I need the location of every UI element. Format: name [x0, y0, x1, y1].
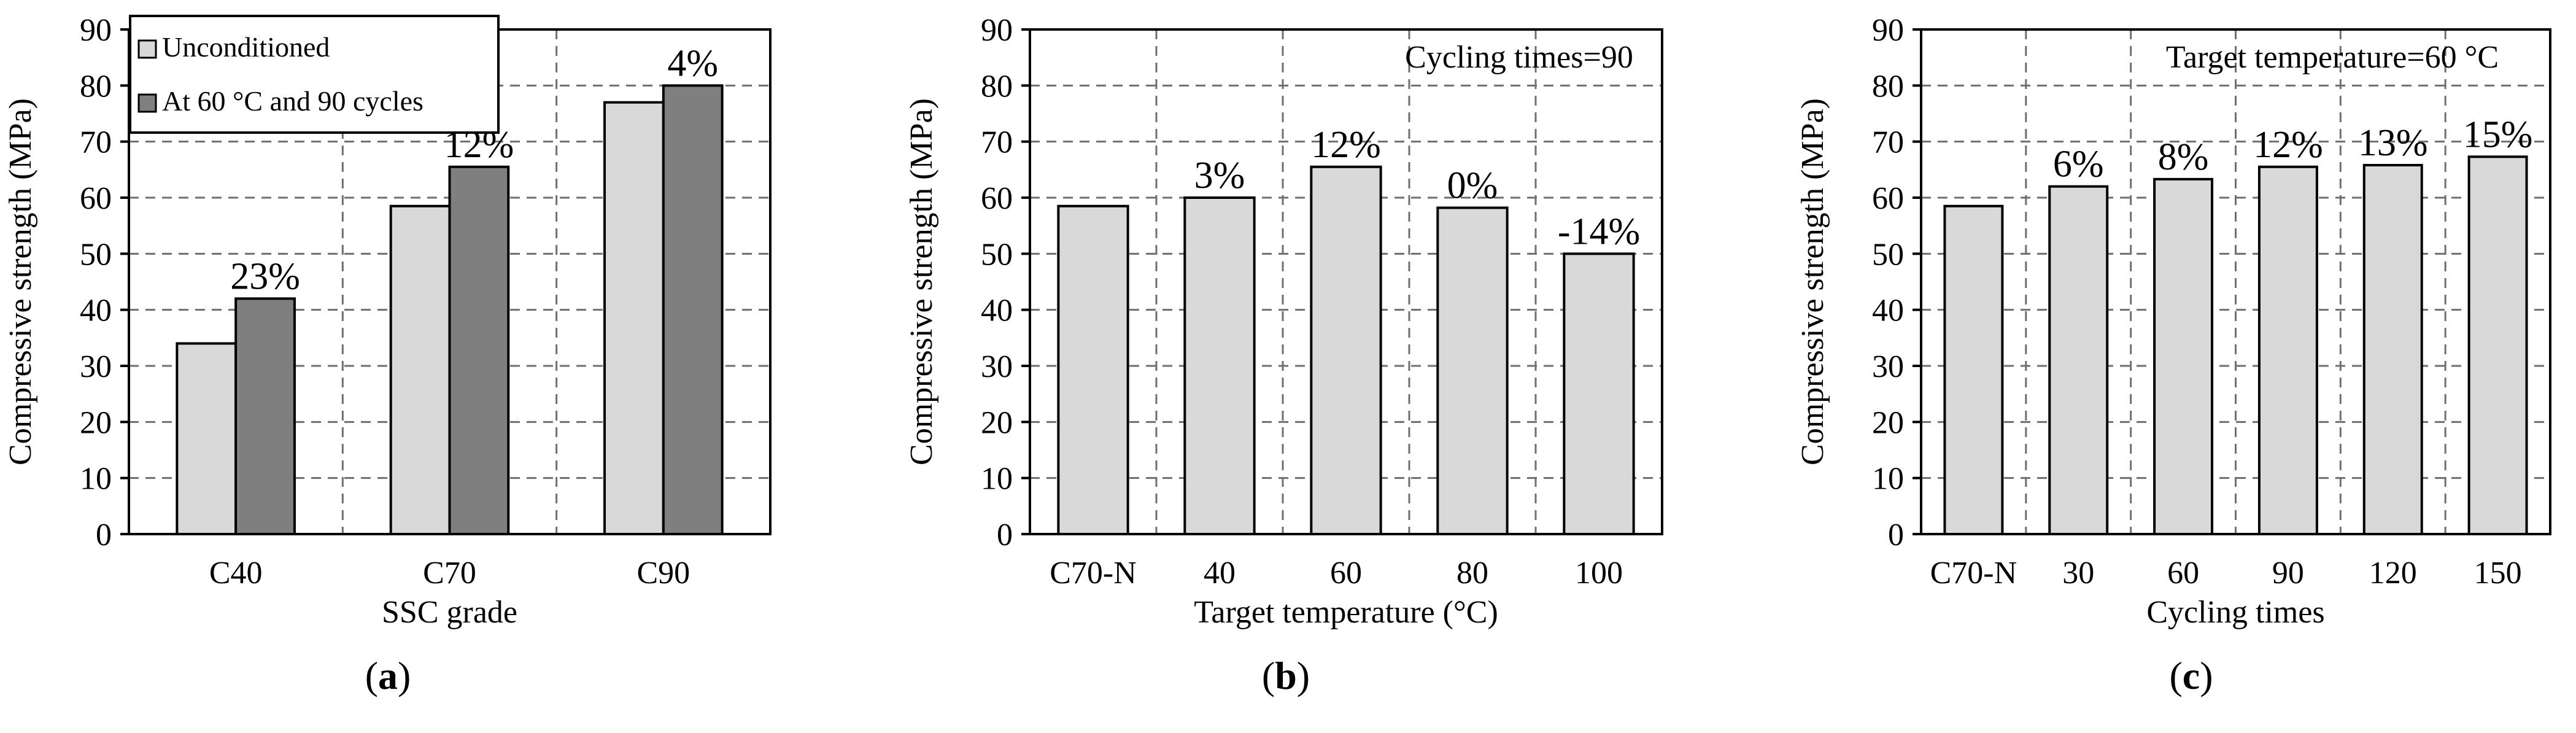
bar [2362, 164, 2423, 535]
y-tick-label: 30 [981, 349, 1013, 384]
x-tick-label: 80 [1456, 556, 1488, 591]
x-tick-label: C70 [423, 556, 476, 591]
y-tick-label: 80 [981, 69, 1013, 104]
legend-label: Unconditioned [162, 31, 330, 63]
data-label: 4% [667, 42, 718, 84]
y-tick-label: 70 [80, 125, 112, 160]
x-tick-label: C70-N [1930, 556, 2017, 591]
data-label: 8% [2158, 136, 2209, 178]
bar [1436, 206, 1509, 535]
data-label: 13% [2358, 122, 2428, 164]
y-axis-title: Compressive strength (MPa) [3, 98, 38, 465]
bar [1183, 196, 1256, 535]
y-tick-label: 60 [1872, 181, 1904, 216]
plot-frame [1029, 28, 1663, 535]
bar [1943, 204, 2004, 535]
x-tick-label: 30 [2062, 556, 2094, 591]
bar [234, 297, 296, 535]
y-tick-label: 30 [80, 349, 112, 384]
plot-frame [1920, 28, 2551, 535]
legend-swatch [137, 93, 157, 113]
y-tick-label: 70 [981, 125, 1013, 160]
data-label: 3% [1194, 155, 1245, 196]
bar [2257, 165, 2318, 535]
y-tick-label: 50 [80, 237, 112, 272]
x-tick-label: C40 [209, 556, 263, 591]
chart-annotation: Target temperature=60 °C [2166, 40, 2499, 75]
x-tick-label: 90 [2272, 556, 2304, 591]
y-tick-label: 60 [981, 181, 1013, 216]
y-tick-label: 70 [1872, 125, 1904, 160]
x-axis-title: Target temperature (°C) [1194, 595, 1498, 630]
y-axis-title: Compressive strength (MPa) [904, 98, 939, 465]
x-axis-title: Cycling times [2146, 595, 2324, 630]
y-tick-label: 20 [1872, 405, 1904, 440]
y-tick-label: 20 [981, 405, 1013, 440]
bar [448, 165, 510, 535]
y-tick-label: 30 [1872, 349, 1904, 384]
bar [1310, 165, 1382, 535]
y-tick-label: 50 [1872, 237, 1904, 272]
y-tick-label: 90 [1872, 13, 1904, 48]
panel-letter: a [378, 654, 398, 697]
y-tick-label: 20 [80, 405, 112, 440]
bar [2153, 177, 2214, 535]
x-tick-label: 100 [1575, 556, 1623, 591]
panel-caption: (b) [1262, 654, 1310, 697]
y-tick-label: 40 [981, 293, 1013, 328]
data-label: -14% [1558, 211, 1640, 252]
panel-caption: (a) [365, 654, 411, 697]
bar [176, 342, 238, 535]
y-tick-label: 10 [981, 462, 1013, 497]
panel-letter: c [2183, 654, 2200, 697]
legend-box [129, 15, 500, 134]
data-label: 23% [230, 255, 300, 297]
bar [389, 204, 451, 535]
data-label: 12% [1311, 124, 1381, 166]
bar [603, 101, 665, 535]
y-tick-label: 40 [1872, 293, 1904, 328]
bar [2048, 185, 2109, 535]
chart-annotation: Cycling times=90 [1405, 40, 1633, 75]
panel-caption: (c) [2169, 654, 2213, 697]
bar [1057, 204, 1129, 535]
data-label: 12% [2253, 124, 2323, 166]
y-tick-label: 10 [1872, 462, 1904, 497]
bar [662, 84, 724, 536]
y-tick-label: 80 [1872, 69, 1904, 104]
y-axis-title: Compressive strength (MPa) [1795, 98, 1830, 465]
x-tick-label: C70-N [1050, 556, 1137, 591]
y-tick-label: 40 [80, 293, 112, 328]
chart-panel-c: 0 10 20 30 40 50 60 70 80 90 C70-N 6% 30 8% 60 12% 90 13%… [1795, 13, 2551, 697]
x-axis-title: SSC grade [382, 595, 517, 630]
chart-panel-a: 010203040506070809023%C4012%C704%C90SSC … [3, 13, 772, 697]
y-tick-label: 80 [80, 69, 112, 104]
data-label: 15% [2463, 114, 2533, 155]
y-tick-label: 0 [1888, 518, 1904, 553]
x-tick-label: 120 [2369, 556, 2417, 591]
y-tick-label: 0 [997, 518, 1013, 553]
y-tick-label: 50 [981, 237, 1013, 272]
legend-label: At 60 °C and 90 cycles [162, 85, 424, 117]
x-tick-label: 60 [1330, 556, 1362, 591]
x-tick-label: C90 [636, 556, 690, 591]
y-tick-label: 60 [80, 181, 112, 216]
data-label: 0% [1447, 165, 1498, 206]
x-tick-label: 60 [2167, 556, 2199, 591]
chart-panel-b: 0 10 20 30 40 50 60 70 80 90 C70-N 3% 40 12% 60 0% 80 -14… [904, 13, 1663, 697]
panel-letter: b [1275, 654, 1297, 697]
bar [2467, 155, 2528, 535]
x-tick-label: 40 [1204, 556, 1236, 591]
y-tick-label: 90 [981, 13, 1013, 48]
y-tick-label: 0 [96, 518, 112, 553]
y-tick-label: 90 [80, 13, 112, 48]
x-tick-label: 150 [2474, 556, 2522, 591]
y-tick-label: 10 [80, 462, 112, 497]
legend-swatch [137, 39, 157, 59]
data-label: 6% [2053, 144, 2104, 185]
bar [1563, 252, 1635, 535]
